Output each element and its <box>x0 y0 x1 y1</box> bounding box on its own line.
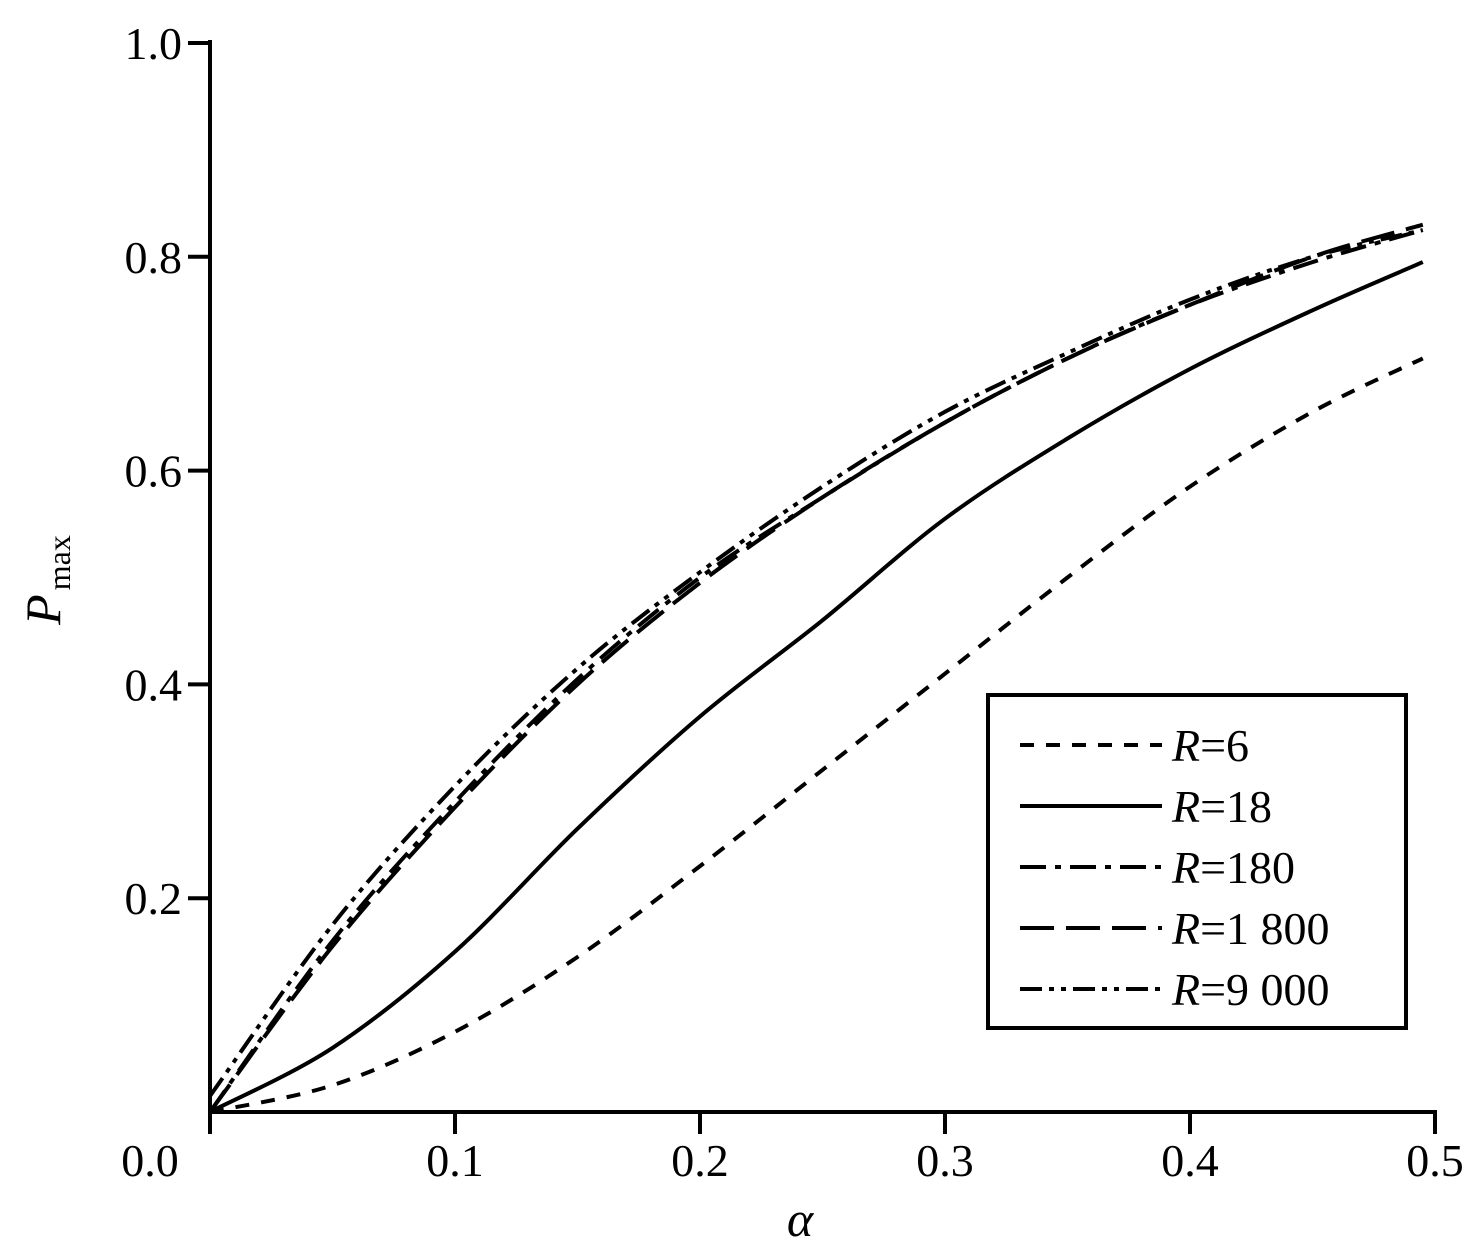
axes <box>208 40 1437 1115</box>
legend-label-5: R=9 000 <box>1171 964 1330 1015</box>
x-tick-label: 0.0 <box>121 1135 179 1186</box>
legend-label-2: R=18 <box>1171 781 1272 832</box>
x-tick-label: 0.3 <box>916 1135 974 1186</box>
plot-lines <box>208 222 1424 1114</box>
y-tick-label: 0.8 <box>125 232 183 283</box>
legend-label-1: R=6 <box>1171 720 1249 771</box>
x-tick-label: 0.5 <box>1406 1135 1464 1186</box>
series-line-5 <box>208 228 1424 1098</box>
y-tick-label: 0.6 <box>125 446 183 497</box>
series-line-4 <box>208 222 1424 1114</box>
y-tick-label: 0.2 <box>125 873 183 924</box>
legend-label-4: R=1 800 <box>1171 903 1330 954</box>
ticks: 0.0 0.1 0.2 0.3 0.4 0.5 0.2 0.4 0.6 0.8 1.0 <box>121 18 1464 1186</box>
y-axis-label: Pmax <box>15 535 77 626</box>
y-tick-label: 1.0 <box>125 18 183 69</box>
y-tick-label: 0.4 <box>125 659 183 710</box>
x-axis-label: α <box>787 1191 815 1246</box>
legend-box <box>986 693 1408 1030</box>
legend-label-3: R=180 <box>1171 842 1295 893</box>
x-tick-label: 0.1 <box>426 1135 484 1186</box>
legend: R=6 R=18 R=180 R=1 800 R=9 000 <box>986 693 1408 1030</box>
x-tick-label: 0.2 <box>671 1135 729 1186</box>
series-line-2 <box>209 260 1424 1114</box>
y-axis-label-main: P <box>15 594 71 626</box>
series-line-1 <box>209 356 1424 1114</box>
x-tick-label: 0.4 <box>1161 1135 1219 1186</box>
y-axis-label-sub: max <box>41 535 77 590</box>
